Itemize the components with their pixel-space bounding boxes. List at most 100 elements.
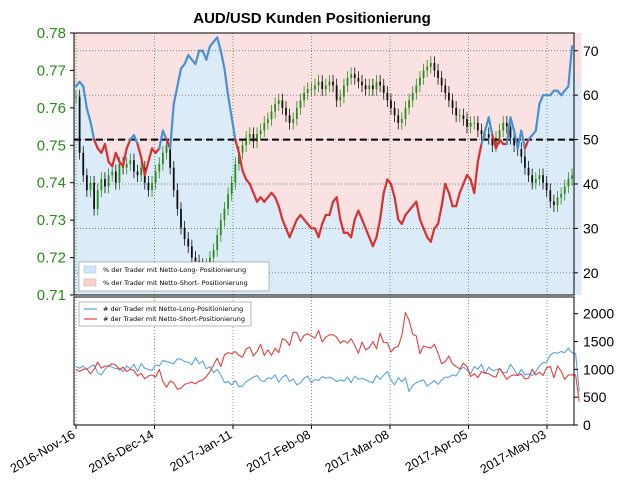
- price-candle-body: [455, 107, 458, 116]
- long-fill-segment: [465, 175, 470, 295]
- short-fill-segment: [519, 33, 524, 131]
- price-candle-body: [560, 193, 563, 198]
- price-candle-body: [292, 119, 295, 123]
- net-long-percent-segment: [462, 174, 469, 186]
- short-fill-segment: [313, 33, 318, 229]
- long-fill-segment: [150, 148, 155, 295]
- short-fill-segment: [171, 33, 177, 105]
- short-fill-segment: [164, 33, 169, 140]
- price-candle-body: [524, 156, 526, 168]
- long-fill-segment: [371, 246, 376, 295]
- percent-tick-label: 60: [583, 87, 599, 103]
- long-fill-segment: [512, 130, 517, 295]
- price-candle-body: [85, 175, 88, 191]
- short-fill-segment: [244, 33, 249, 180]
- percent-tick-label: 20: [583, 265, 599, 281]
- price-candle-body: [513, 137, 515, 146]
- short-fill-segment: [284, 33, 289, 229]
- price-candle-body: [154, 171, 157, 183]
- net-long-percent-segment: [353, 209, 360, 221]
- short-fill-segment: [276, 33, 282, 207]
- short-fill-segment: [128, 33, 133, 140]
- net-long-percent-segment: [455, 191, 461, 208]
- short-fill-segment: [247, 33, 253, 184]
- short-fill-segment: [501, 33, 506, 145]
- price-candle-body: [252, 134, 255, 142]
- net-long-percent-segment: [473, 160, 479, 194]
- long-fill-segment: [378, 219, 383, 295]
- short-fill-segment: [342, 33, 347, 233]
- long-fill-segment: [508, 117, 513, 296]
- long-fill-segment: [313, 228, 318, 295]
- short-fill-segment: [237, 33, 242, 153]
- net-long-percent-segment: [252, 191, 259, 203]
- short-fill-segment: [316, 33, 321, 238]
- long-fill-segment: [179, 68, 184, 295]
- net-long-percent-segment: [379, 191, 385, 221]
- long-fill-segment: [483, 130, 488, 295]
- net-long-percent-segment: [368, 236, 374, 248]
- price-candle-body: [82, 152, 85, 176]
- short-fill-segment: [182, 33, 187, 65]
- percent-tick-label: 30: [583, 220, 599, 236]
- long-fill-segment: [338, 219, 343, 295]
- net-long-percent-segment: [494, 138, 501, 150]
- long-fill-segment: [208, 46, 213, 295]
- price-tick-label: 0.75: [37, 137, 66, 154]
- long-fill-segment: [345, 232, 350, 295]
- legend-label-net-short-percent: % der Trader mit Netto-Short- Positionie…: [103, 279, 248, 287]
- price-candle-body: [422, 70, 425, 78]
- price-candles: [75, 56, 573, 276]
- count-axis-ticks: 0 500 1000 1500 2000: [574, 306, 614, 433]
- short-fill-segment: [124, 33, 129, 149]
- short-fill-segment: [88, 33, 93, 122]
- net-long-percent-segment: [360, 218, 367, 230]
- long-fill-segment: [320, 223, 325, 295]
- long-fill-segment: [291, 228, 296, 295]
- short-fill-segment: [414, 33, 419, 202]
- price-candle-body: [223, 208, 226, 221]
- short-fill-segment: [200, 33, 206, 51]
- price-candle-body: [125, 164, 128, 168]
- short-fill-segment: [508, 33, 513, 118]
- long-fill-segment: [142, 175, 148, 295]
- short-fill-segment: [117, 33, 122, 162]
- net-long-percent-segment: [172, 85, 179, 106]
- net-long-percent-segment: [93, 138, 99, 150]
- price-tick-label: 0.78: [37, 25, 66, 42]
- short-fill-segment: [295, 33, 300, 220]
- short-fill-segment: [432, 33, 437, 229]
- top-panel-frame: [73, 32, 575, 296]
- long-fill-segment: [95, 148, 101, 295]
- price-candle-body: [411, 92, 414, 101]
- price-candle-body: [281, 100, 284, 108]
- long-fill-segment: [381, 192, 387, 295]
- price-candle-body: [277, 100, 280, 105]
- long-fill-segment: [161, 130, 166, 295]
- price-candle-body: [209, 257, 211, 266]
- price-candle-body: [375, 81, 378, 90]
- long-fill-segment: [428, 241, 434, 295]
- short-fill-segment: [421, 33, 426, 229]
- short-fill-segment: [334, 33, 339, 198]
- net-long-percent-segment: [103, 142, 110, 163]
- count-tick-label: 1000: [583, 361, 614, 377]
- long-fill-segment: [219, 50, 224, 296]
- long-fill-segment: [215, 37, 220, 295]
- net-long-percent-segment: [350, 218, 356, 239]
- long-fill-segment: [273, 197, 278, 295]
- long-fill-segment: [436, 223, 441, 295]
- short-fill-segment: [523, 33, 528, 149]
- price-candle-body: [487, 134, 490, 138]
- price-candle-body: [140, 167, 143, 176]
- date-tick-label: 2016-Dec-14: [86, 427, 156, 475]
- short-fill-segment: [494, 33, 499, 149]
- top-legend-box: [78, 261, 270, 292]
- short-fill-segment: [197, 33, 202, 51]
- long-fill-segment: [182, 64, 187, 295]
- price-candle-body: [335, 85, 338, 101]
- price-candle-body: [274, 104, 277, 112]
- price-candle-body: [542, 175, 544, 183]
- net-long-percent-segment: [234, 138, 241, 154]
- percent-tick-label: 40: [583, 176, 599, 192]
